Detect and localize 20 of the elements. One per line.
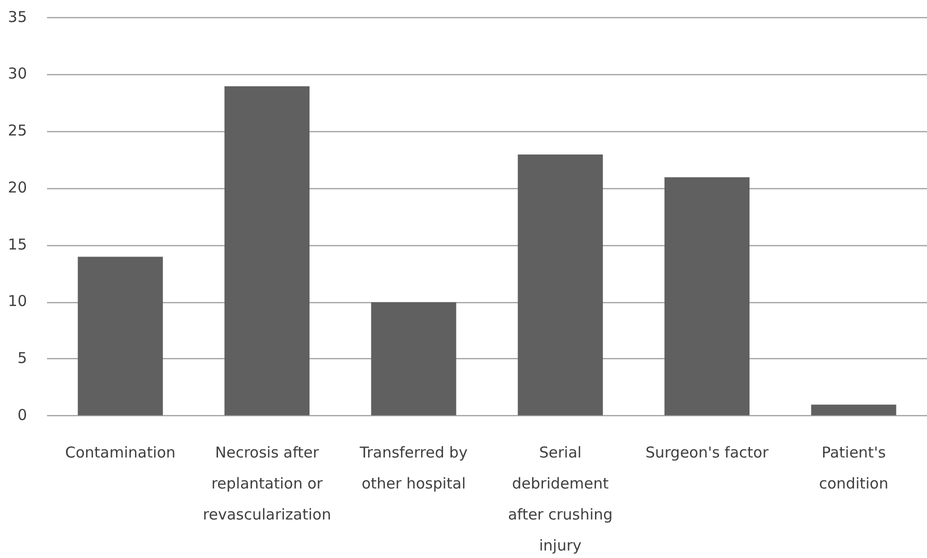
bar [224, 86, 310, 416]
y-tick-label: 5 [17, 349, 27, 368]
y-tick-label: 0 [17, 406, 27, 424]
bar [811, 404, 896, 416]
x-tick-label: Serial debridement after crushing injury [508, 443, 613, 554]
bar [78, 256, 163, 416]
bar [664, 177, 750, 416]
y-tick-label: 35 [8, 8, 27, 26]
x-tick-label: Transferred by other hospital [358, 443, 468, 492]
y-tick-label: 25 [8, 122, 27, 140]
x-tick-label: Patient's condition [818, 443, 888, 492]
y-tick-label: 30 [8, 64, 27, 83]
y-tick-label: 15 [8, 235, 27, 254]
y-tick-label: 20 [8, 178, 27, 196]
x-tick-label: Necrosis after replantation or revascularization [202, 443, 332, 524]
bar [371, 302, 456, 416]
x-tick-label: Surgeon's factor [645, 443, 770, 462]
bar [518, 154, 603, 416]
x-tick-label: Contamination [65, 443, 176, 462]
y-tick-label: 10 [8, 292, 27, 310]
